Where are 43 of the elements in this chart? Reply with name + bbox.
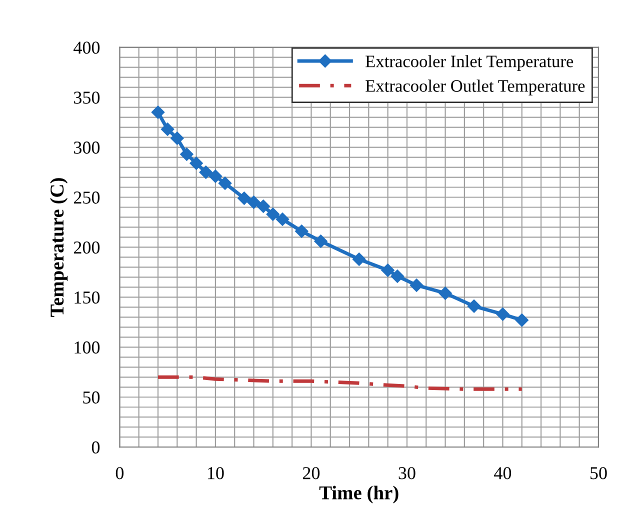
point [180, 148, 194, 161]
point [218, 176, 232, 190]
y-tick-label: 150 [74, 291, 100, 304]
y-tick-label: 100 [74, 341, 100, 354]
point [256, 200, 270, 213]
x-axis-title: Time (hr) [319, 486, 398, 504]
x-tick-label: 40 [494, 467, 512, 480]
x-tick-label: 20 [302, 467, 320, 480]
point [190, 156, 203, 170]
point [151, 106, 165, 119]
y-tick-label: 0 [92, 441, 100, 454]
x-tick-label: 50 [590, 467, 607, 480]
point [515, 314, 528, 327]
y-axis-title: Temperature (C) [50, 178, 68, 317]
point [381, 264, 394, 277]
point [247, 196, 260, 209]
y-tick-label: 300 [74, 142, 100, 154]
x-tick-label: 0 [116, 467, 124, 480]
point [390, 270, 404, 283]
y-tick-label: 250 [74, 192, 100, 204]
point [352, 252, 366, 266]
legend-label: Extracooler Outlet Temperature [366, 80, 585, 96]
y-tick-label: 200 [74, 241, 100, 254]
point [467, 300, 481, 313]
point [295, 224, 308, 238]
legend-label: Extracooler Inlet Temperature [366, 55, 574, 71]
point [160, 122, 174, 136]
point [410, 278, 424, 292]
point [170, 132, 184, 145]
x-tick-label: 30 [398, 467, 416, 480]
point [266, 208, 280, 221]
point [208, 170, 222, 183]
y-tick-label: 50 [83, 391, 100, 404]
y-tick-label: 400 [74, 42, 100, 54]
y-tick-label: 350 [74, 92, 100, 104]
point [438, 286, 452, 300]
line-series [156, 375, 524, 391]
point [238, 192, 251, 205]
x-tick-label: 10 [208, 467, 224, 480]
point [496, 308, 510, 321]
point [276, 212, 290, 226]
point [314, 234, 328, 248]
point [199, 166, 212, 179]
